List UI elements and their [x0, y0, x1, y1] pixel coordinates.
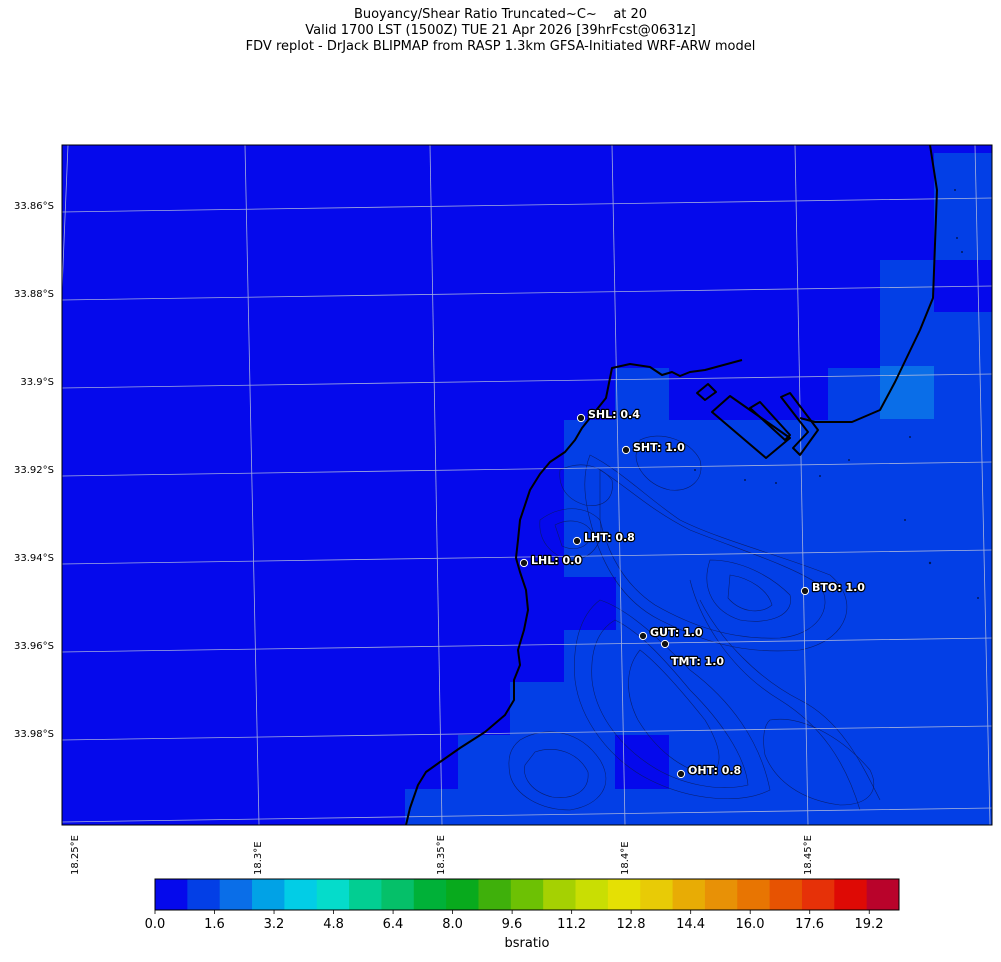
lat-label: 33.86°S [14, 201, 54, 212]
station-marker-shl [576, 413, 586, 423]
field-tiles-level-1 [405, 153, 992, 825]
colorbar-tick-label: 14.4 [676, 917, 706, 932]
station-marker-tmt [660, 639, 670, 649]
field-tile-level-2 [880, 366, 934, 419]
colorbar-cell [316, 879, 350, 910]
figure-title: Buoyancy/Shear Ratio Truncated~C~ at 20 … [0, 7, 1001, 55]
colorbar-tick-label: 17.6 [795, 917, 825, 932]
station-label-shl: SHL: 0.4 [588, 408, 640, 421]
colorbar-cell [413, 879, 447, 910]
title-line-3: FDV replot - DrJack BLIPMAP from RASP 1.… [245, 39, 756, 54]
lat-label: 33.9°S [20, 377, 54, 388]
lon-label: 18.4°E [620, 841, 631, 875]
station-marker-oht [676, 769, 686, 779]
station-label-lhl: LHL: 0.0 [531, 554, 582, 567]
colorbar-tick-label: 16.0 [735, 917, 765, 932]
station-label-bto: BTO: 1.0 [812, 581, 865, 594]
lat-label: 33.98°S [14, 729, 54, 740]
graticule [61, 144, 993, 826]
title-line-2: Valid 1700 LST (1500Z) TUE 21 Apr 2026 [… [305, 23, 696, 38]
lat-label: 33.94°S [14, 553, 54, 564]
lon-label: 18.25°E [70, 835, 81, 875]
title-line-1: Buoyancy/Shear Ratio Truncated~C~ at 20 [353, 7, 648, 22]
colorbar-cell [607, 879, 641, 910]
lat-label: 33.96°S [14, 641, 54, 652]
colorbar-tick-label: 9.6 [501, 917, 523, 932]
colorbar-tick-label: 1.6 [204, 917, 225, 932]
station-label-gut: GUT: 1.0 [650, 626, 703, 639]
colorbar-cell [252, 879, 285, 910]
lon-label: 18.45°E [803, 835, 814, 875]
station-marker-bto [800, 586, 810, 596]
colorbar-cell [187, 879, 221, 910]
colorbar-tick-label: 0.0 [144, 917, 166, 932]
colorbar-cell [575, 879, 609, 910]
coast-details [694, 189, 979, 599]
colorbar-cell [219, 879, 253, 910]
colorbar-cell [543, 879, 576, 910]
colorbar-tick-marks [154, 910, 870, 914]
colorbar-cell [155, 879, 188, 910]
colorbar-cell [381, 879, 415, 910]
station-markers [519, 413, 810, 779]
colorbar-cell [446, 879, 479, 910]
colorbar-cell [478, 879, 512, 910]
station-marker-lht [572, 536, 582, 546]
colorbar-cell [834, 879, 868, 910]
station-label-sht: SHT: 1.0 [633, 441, 685, 454]
station-marker-sht [621, 445, 631, 455]
coastline [405, 144, 938, 826]
colorbar-cell [704, 879, 738, 910]
colorbar-frame [154, 878, 900, 911]
colorbar-cell [801, 879, 835, 910]
colorbar-cell [349, 879, 382, 910]
colorbar-cell [640, 879, 673, 910]
colorbar-cell [737, 879, 771, 910]
colorbar-label: bsratio [504, 936, 550, 951]
station-label-oht: OHT: 0.8 [688, 764, 741, 777]
lat-label: 33.92°S [14, 465, 54, 476]
station-marker-gut [638, 631, 648, 641]
colorbar-tick-label: 3.2 [263, 917, 285, 932]
colorbar-cell [866, 879, 900, 910]
colorbar-tick-label: 6.4 [382, 917, 404, 932]
terrain-contours [508, 435, 881, 811]
map-frame [61, 144, 993, 826]
colorbar-tick-label: 8.0 [442, 917, 463, 932]
colorbar-tick-label: 19.2 [854, 917, 884, 932]
station-label-lht: LHT: 0.8 [584, 531, 635, 544]
colorbar-cell [284, 879, 318, 910]
colorbar-tick-label: 11.2 [557, 917, 587, 932]
lat-label: 33.88°S [14, 289, 54, 300]
lon-label: 18.3°E [253, 841, 264, 875]
colorbar-cell [510, 879, 544, 910]
station-marker-lhl [519, 558, 529, 568]
colorbar-cell [769, 879, 803, 910]
colorbar-tick-label: 12.8 [616, 917, 646, 932]
station-label-tmt: TMT: 1.0 [671, 655, 724, 668]
colorbar [155, 879, 900, 910]
station-labels: SHL: 0.4 SHT: 1.0 LHT: 0.8 LHL: 0.0 BTO:… [530, 407, 867, 778]
colorbar-tick-label: 4.8 [323, 917, 344, 932]
lon-label: 18.35°E [436, 835, 447, 875]
colorbar-cell [672, 879, 706, 910]
